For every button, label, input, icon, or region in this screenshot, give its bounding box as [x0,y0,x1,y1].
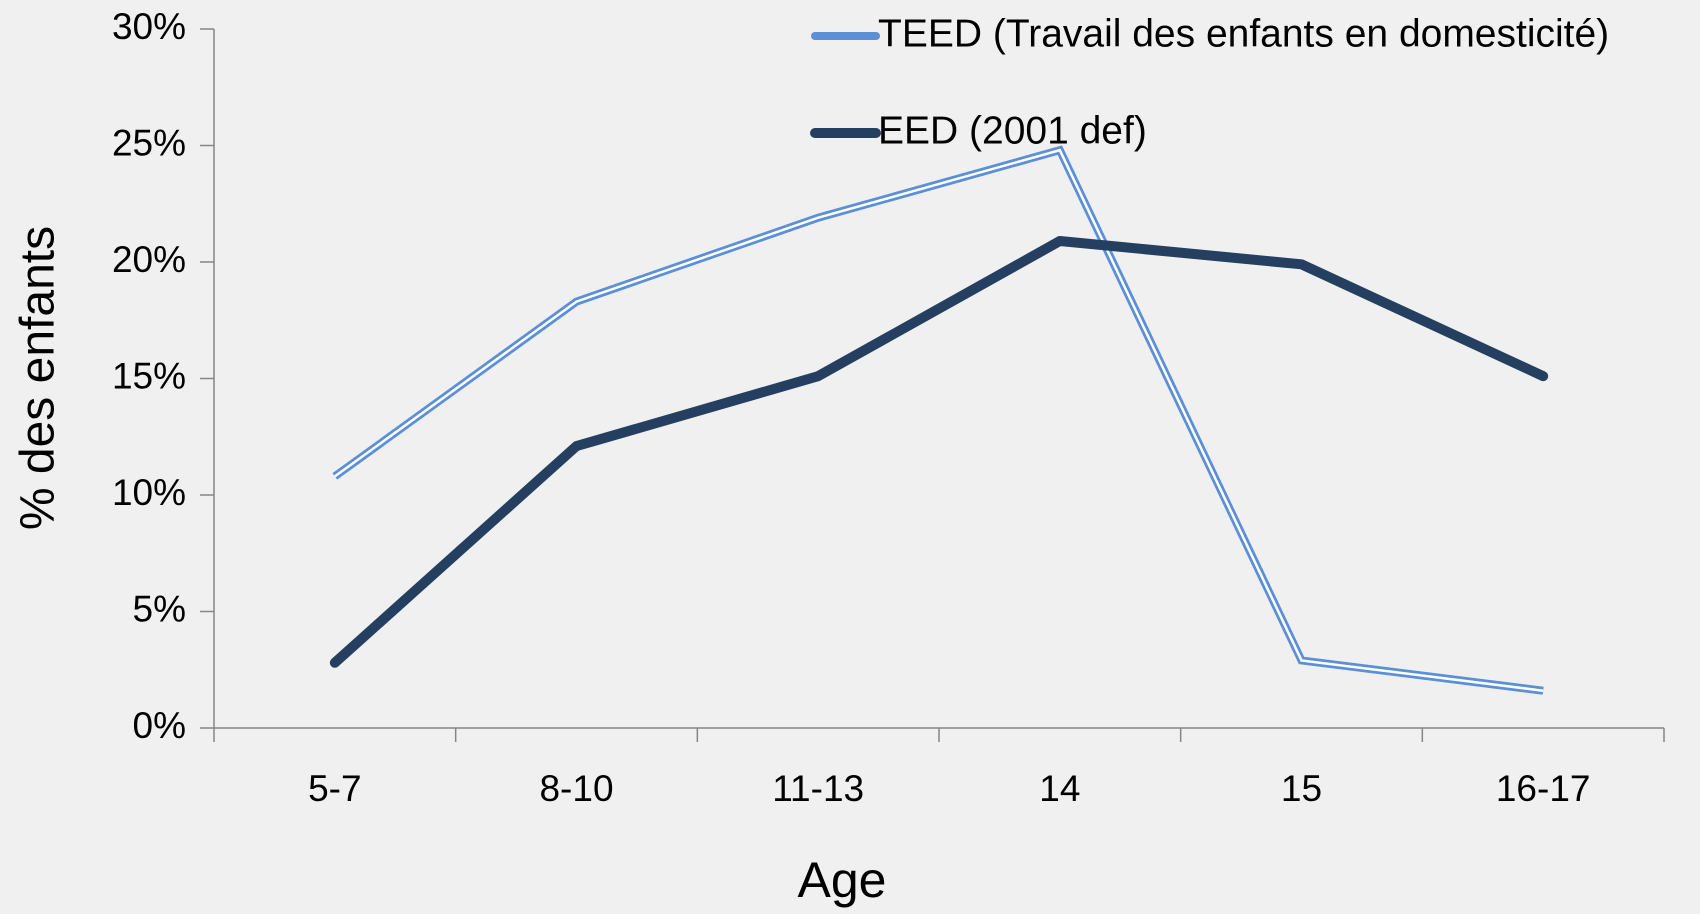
y-tick-label: 0% [133,705,186,746]
x-tick-label: 15 [1281,768,1322,809]
series-line [329,236,1549,668]
x-tick-label: 5-7 [308,768,361,809]
y-tick-label: 30% [112,6,186,47]
legend-label: TEED (Travail des enfants en domesticité… [878,12,1609,55]
y-tick-label: 20% [112,239,186,280]
y-tick-label: 25% [112,122,186,163]
x-tick-label: 14 [1039,768,1080,809]
x-tick-label: 16-17 [1496,768,1591,809]
x-tick-label: 11-13 [772,768,864,809]
x-tick-label: 8-10 [539,768,613,809]
y-tick-label: 10% [112,472,186,513]
legend-label: EED (2001 def) [878,109,1147,152]
y-tick-label: 15% [112,355,186,396]
y-tick-label: 5% [133,588,186,629]
series-line-inner [334,148,1544,692]
y-axis-title: % des enfants [12,226,65,530]
x-axis-title: Age [798,852,887,908]
